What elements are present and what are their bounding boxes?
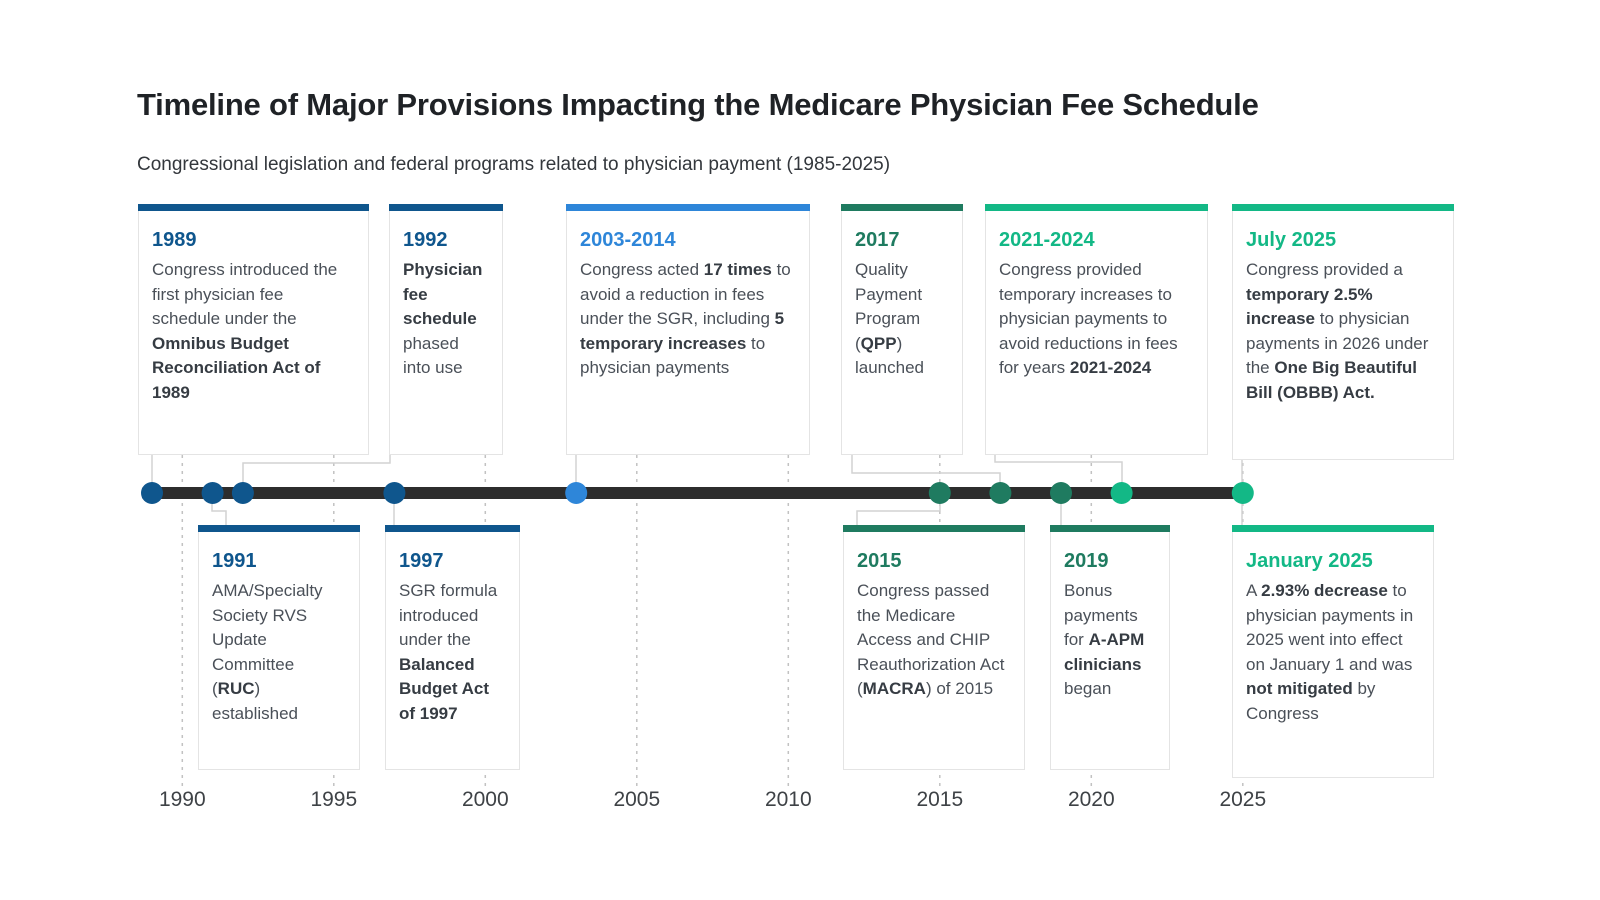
timeline-dot-1989 — [141, 482, 163, 504]
timeline-dot-1997 — [383, 482, 406, 504]
connector-1992 — [242, 455, 391, 493]
timeline-dot-2017 — [989, 482, 1012, 504]
timeline-dot-1992 — [231, 482, 254, 504]
connector-2021-2024 — [994, 455, 1123, 493]
page-subtitle: Congressional legislation and federal pr… — [137, 154, 891, 175]
timeline-bar — [142, 487, 1251, 499]
timeline-dot-2015 — [928, 482, 951, 504]
timeline-dot-2003 — [565, 482, 588, 504]
page-title: Timeline of Major Provisions Impacting t… — [137, 86, 1259, 122]
timeline-dot-2019 — [1050, 482, 1072, 504]
timeline-dot-2021 — [1110, 482, 1133, 504]
timeline-dot-2025 — [1231, 482, 1254, 504]
timeline-dot-1991 — [201, 482, 224, 504]
